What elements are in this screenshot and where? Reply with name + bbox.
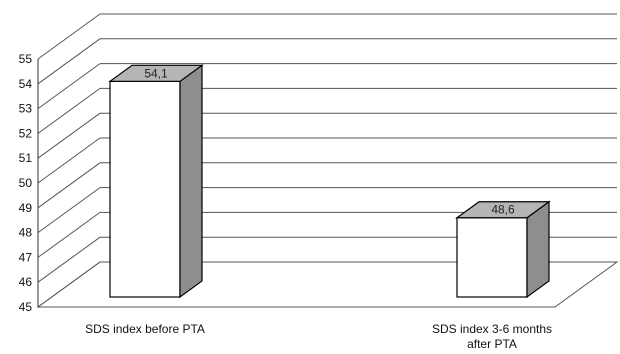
y-tick-label: 47 xyxy=(19,250,33,264)
y-tick-label: 52 xyxy=(19,126,33,140)
y-tick-label: 49 xyxy=(19,201,33,215)
category-label: after PTA xyxy=(467,337,517,351)
bar-front xyxy=(109,80,181,298)
data-label: 54,1 xyxy=(144,66,168,80)
bar-side xyxy=(179,64,203,299)
gridline-diagonal xyxy=(37,63,101,110)
bar-top xyxy=(108,64,204,82)
gridline-diagonal xyxy=(37,137,101,184)
y-tick-label: 51 xyxy=(19,151,33,165)
bar-front xyxy=(456,217,528,298)
y-tick-label: 50 xyxy=(19,176,33,190)
gridline-diagonal xyxy=(37,38,101,85)
y-tick-label: 46 xyxy=(19,275,33,289)
data-label: 48,6 xyxy=(491,203,515,217)
y-tick-label: 54 xyxy=(19,77,33,91)
bar-top xyxy=(455,201,551,219)
gridline-diagonal xyxy=(37,112,101,159)
gridline-diagonal xyxy=(37,261,101,308)
y-tick-label: 45 xyxy=(19,300,33,314)
y-tick-label: 55 xyxy=(19,52,33,66)
y-tick-label: 48 xyxy=(19,226,33,240)
bar xyxy=(108,64,204,299)
gridline-diagonal xyxy=(37,162,101,209)
bar xyxy=(455,200,551,299)
labels: 54,1 SDS index before PTA 48,6 SDS index 3-… xyxy=(85,66,552,351)
gridline-diagonal xyxy=(37,13,101,60)
category-label: SDS index before PTA xyxy=(85,322,205,336)
category-label: SDS index 3-6 months xyxy=(432,322,552,336)
gridline-diagonal xyxy=(37,236,101,283)
gridline-diagonal xyxy=(37,211,101,258)
gridline-diagonal xyxy=(37,187,101,234)
gridline-diagonal xyxy=(37,87,101,134)
y-tick-label: 53 xyxy=(19,102,33,116)
bars xyxy=(108,64,551,299)
y-axis: 45 46 47 48 49 50 51 52 53 54 55 xyxy=(19,52,39,314)
